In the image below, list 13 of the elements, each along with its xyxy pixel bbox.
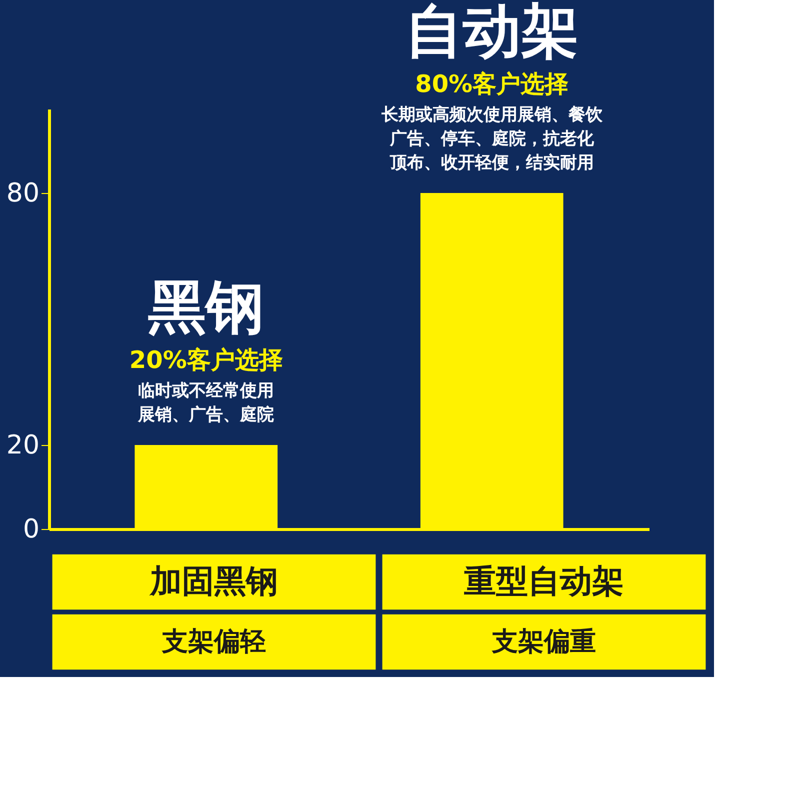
text: 加固黑钢 [149, 562, 278, 600]
text: 重型自动架 [464, 562, 624, 600]
y-tick-label: 80 [6, 178, 40, 208]
text: 80%客户选择 [415, 70, 569, 98]
x-tick-label: 自动架 [404, 0, 579, 65]
annotation: 长期或高频次使用展销、餐饮广告、停车、庭院，抗老化顶布、收开轻便，结实耐用 [380, 105, 604, 173]
text: 支架偏重 [491, 627, 596, 657]
annotation: 临时或不经常使用展销、广告、庭院 [137, 381, 274, 425]
y-tick-label: 0 [22, 514, 40, 544]
text: 支架偏轻 [161, 627, 266, 657]
y-tick-label: 20 [6, 430, 40, 460]
annotation: 20%客户选择 [129, 346, 283, 374]
x-tick-label: 黑钢 [148, 273, 264, 341]
